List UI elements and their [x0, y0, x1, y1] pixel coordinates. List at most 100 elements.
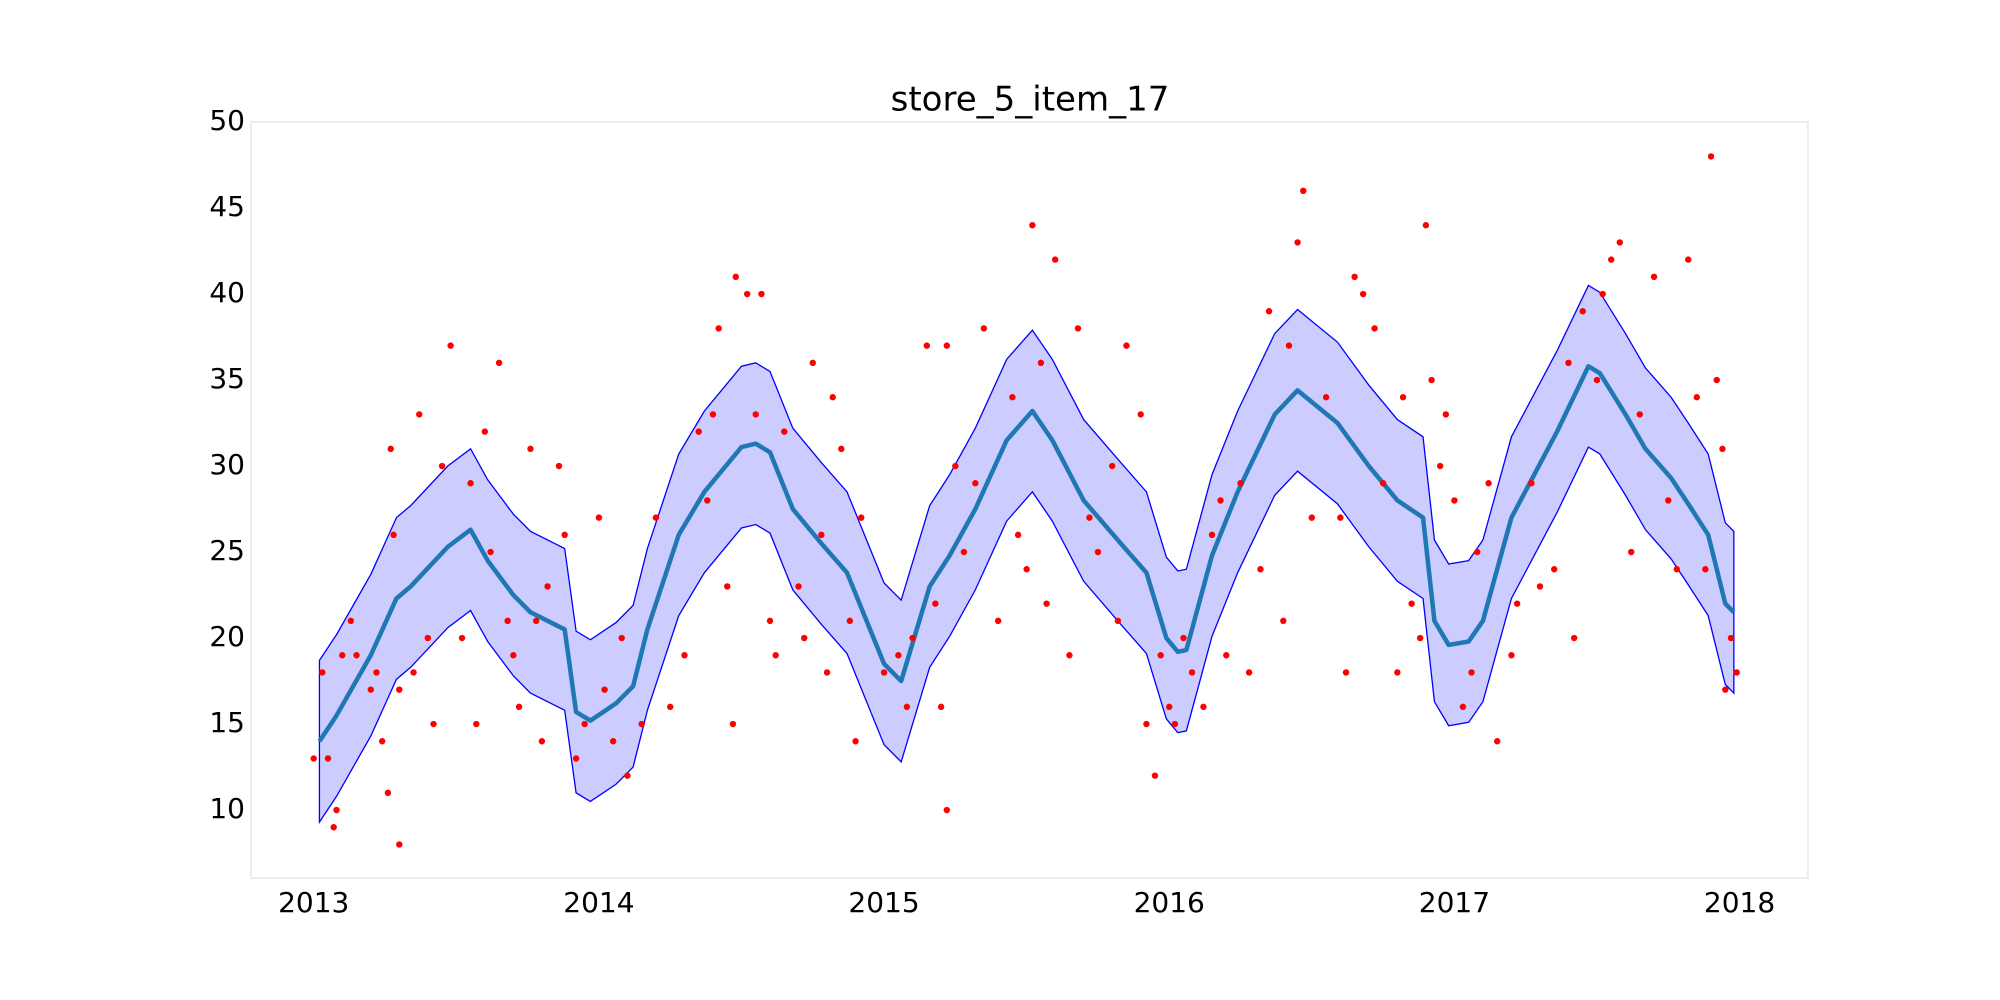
data-point: [1245, 669, 1253, 676]
data-point: [1616, 239, 1623, 246]
data-point: [1727, 634, 1735, 642]
data-point: [1733, 669, 1740, 676]
data-point: [1351, 273, 1358, 281]
data-point: [373, 669, 380, 676]
data-point: [1137, 411, 1144, 418]
data-point: [1280, 617, 1287, 625]
data-point: [1217, 497, 1224, 504]
data-point: [1722, 686, 1729, 693]
data-point: [1513, 600, 1521, 607]
data-point: [396, 686, 403, 693]
data-point: [1143, 720, 1150, 728]
data-point: [487, 548, 494, 556]
data-point: [1422, 222, 1430, 229]
data-point: [994, 617, 1002, 625]
data-point: [752, 411, 759, 418]
data-point: [1485, 480, 1492, 487]
data-point: [618, 634, 625, 642]
data-point: [943, 806, 951, 814]
data-point: [903, 703, 911, 711]
data-point: [544, 583, 551, 590]
data-point: [387, 445, 394, 453]
data-point: [1399, 394, 1407, 401]
data-point: [1308, 514, 1316, 521]
data-point: [923, 342, 931, 349]
x-tick-label: 2018: [1704, 886, 1775, 919]
data-point: [1037, 359, 1045, 367]
data-point: [1570, 634, 1578, 642]
data-point: [495, 359, 503, 367]
data-point: [1066, 652, 1073, 659]
data-point: [1094, 548, 1102, 556]
plot-frame: [250, 121, 1809, 879]
data-point: [609, 738, 617, 745]
data-point: [943, 342, 951, 349]
data-point: [1685, 256, 1692, 263]
data-point: [527, 445, 534, 453]
data-point: [1408, 600, 1415, 607]
chart-title: store_5_item_17: [891, 80, 1170, 120]
data-point: [1707, 153, 1715, 160]
data-point: [846, 617, 854, 625]
data-point: [1337, 514, 1344, 521]
data-point: [532, 617, 540, 625]
data-point: [1342, 669, 1350, 676]
data-point: [510, 652, 517, 659]
data-point: [581, 720, 588, 728]
data-point: [1379, 480, 1387, 487]
data-point: [638, 720, 645, 728]
data-point: [1528, 480, 1535, 487]
data-point: [447, 342, 454, 349]
data-point: [1166, 703, 1173, 711]
data-point: [430, 720, 437, 728]
data-point: [1702, 566, 1709, 573]
data-point: [1436, 462, 1444, 470]
data-point: [1579, 308, 1586, 315]
data-point: [781, 428, 788, 435]
data-point: [1442, 411, 1450, 418]
y-tick-label: 15: [209, 706, 245, 739]
data-point: [1051, 256, 1059, 263]
data-point: [378, 738, 386, 745]
data-point: [952, 462, 959, 470]
data-point: [595, 514, 603, 521]
data-point: [1359, 290, 1367, 298]
data-point: [704, 497, 711, 504]
x-tick-label: 2016: [1134, 886, 1205, 919]
data-point: [1719, 445, 1726, 453]
data-point: [766, 617, 774, 625]
y-tick-label: 20: [209, 620, 245, 653]
data-point: [1009, 394, 1016, 401]
data-point: [1673, 566, 1681, 573]
data-point: [1474, 548, 1481, 556]
data-point: [852, 738, 859, 745]
data-point: [1493, 738, 1501, 745]
data-point: [715, 325, 722, 332]
data-point: [1074, 325, 1082, 332]
data-point: [339, 652, 346, 659]
data-point: [410, 669, 417, 676]
data-point: [1536, 583, 1544, 590]
data-point: [1257, 566, 1264, 573]
data-point: [801, 634, 808, 642]
data-point: [1151, 772, 1159, 779]
data-point: [1713, 376, 1720, 384]
data-point: [823, 669, 831, 676]
data-point: [932, 600, 939, 607]
data-point: [1508, 652, 1515, 659]
data-point: [1599, 290, 1606, 298]
data-point: [458, 634, 466, 642]
y-tick-label: 30: [209, 448, 245, 481]
data-point: [555, 462, 563, 470]
data-point: [367, 686, 374, 693]
data-point: [1665, 497, 1672, 504]
data-point: [709, 411, 717, 418]
data-point: [390, 531, 397, 539]
data-point: [330, 824, 337, 831]
data-point: [829, 394, 836, 401]
data-point: [772, 652, 779, 659]
data-point: [515, 703, 523, 711]
data-point: [1650, 273, 1658, 281]
data-point: [1459, 703, 1467, 711]
